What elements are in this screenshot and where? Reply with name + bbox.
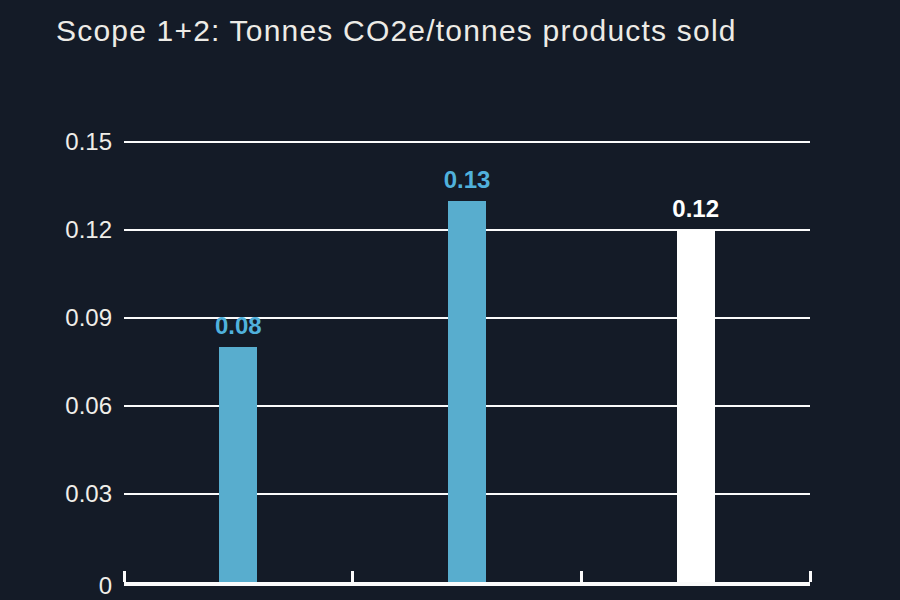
bar-value-label: 0.13 xyxy=(407,168,527,192)
y-axis-tick-label: 0.03 xyxy=(32,482,112,506)
y-axis-tick-label: 0.06 xyxy=(32,394,112,418)
y-axis-tick-label: 0.12 xyxy=(32,218,112,242)
bar xyxy=(677,230,715,584)
x-axis-tick xyxy=(809,571,812,582)
x-axis-line xyxy=(124,582,810,586)
chart-canvas: Scope 1+2: Tonnes CO2e/tonnes products s… xyxy=(0,0,900,600)
y-axis-tick-label: 0 xyxy=(32,574,112,598)
gridline xyxy=(124,141,810,143)
y-axis-tick-label: 0.09 xyxy=(32,306,112,330)
y-axis-tick-label: 0.15 xyxy=(32,130,112,154)
x-axis-tick xyxy=(351,571,354,582)
x-axis-tick xyxy=(580,571,583,582)
bar xyxy=(448,201,486,584)
bar-value-label: 0.08 xyxy=(178,314,298,338)
plot-area: 0 0.03 0.06 0.09 0.12 0.15 0.08 0.13 0.12 xyxy=(0,0,900,600)
bar-value-label: 0.12 xyxy=(636,197,756,221)
bar xyxy=(219,347,257,584)
x-axis-tick xyxy=(123,571,126,582)
